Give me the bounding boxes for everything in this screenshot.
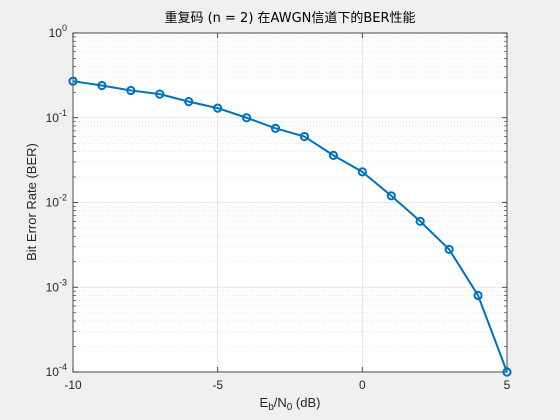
x-tick-label: 5: [504, 378, 511, 392]
y-tick-label-exp: -1: [59, 108, 67, 118]
x-tick-label: 0: [359, 378, 366, 392]
y-tick-label-exp: -4: [59, 362, 67, 372]
ber-data-point: [97, 80, 107, 91]
ber-data-point: [242, 113, 252, 123]
ber-data-point: [502, 367, 512, 377]
series-group: [68, 76, 512, 377]
y-tick-label-base: 10: [46, 280, 60, 294]
ber-data-point: [386, 191, 396, 201]
y-tick-label-exp: -3: [59, 277, 67, 287]
ber-data-point: [473, 290, 483, 301]
ber-data-point: [213, 103, 223, 113]
ber-data-point: [415, 216, 425, 226]
x-axis-label-base: E: [260, 395, 269, 410]
x-tick-label: -10: [64, 378, 82, 392]
ber-data-point: [444, 244, 454, 254]
y-tick-label-exp: -2: [59, 193, 67, 203]
ber-data-point: [328, 150, 338, 160]
y-tick-label: 100: [49, 23, 67, 40]
y-tick-label-base: 10: [46, 196, 60, 210]
ber-data-point: [299, 131, 310, 142]
chart-title: 重复码 (n = 2) 在AWGN信道下的BER性能: [164, 10, 415, 26]
x-axis-label-mid: /N: [274, 395, 287, 410]
y-tick-label-base: 10: [46, 365, 60, 379]
axis-ticks: [72, 32, 508, 373]
y-tick-label: 10-2: [46, 193, 67, 210]
y-tick-label: 10-4: [46, 362, 67, 379]
x-axis-label: Eb/N0 (dB): [260, 395, 321, 413]
ber-data-point: [357, 167, 367, 177]
y-tick-label-exp: 0: [62, 23, 67, 33]
x-axis-label-sub1: b: [268, 402, 274, 413]
x-axis-label-sub2: 0: [287, 402, 293, 413]
ber-data-point: [155, 89, 165, 99]
ber-data-point: [126, 85, 136, 96]
ber-data-point: [68, 76, 78, 86]
x-axis-label-tail: (dB): [292, 395, 320, 410]
ber-series-line: [72, 80, 508, 373]
minor-grid: [73, 36, 507, 347]
ber-data-point: [270, 123, 281, 133]
ber-data-point: [184, 97, 194, 107]
y-tick-label-base: 10: [49, 26, 63, 40]
y-tick-label: 10-1: [46, 108, 67, 125]
y-axis-label: Bit Error Rate (BER): [24, 143, 39, 261]
x-tick-label: -5: [212, 378, 223, 392]
y-tick-label: 10-3: [46, 277, 67, 294]
y-tick-label-base: 10: [46, 111, 60, 125]
